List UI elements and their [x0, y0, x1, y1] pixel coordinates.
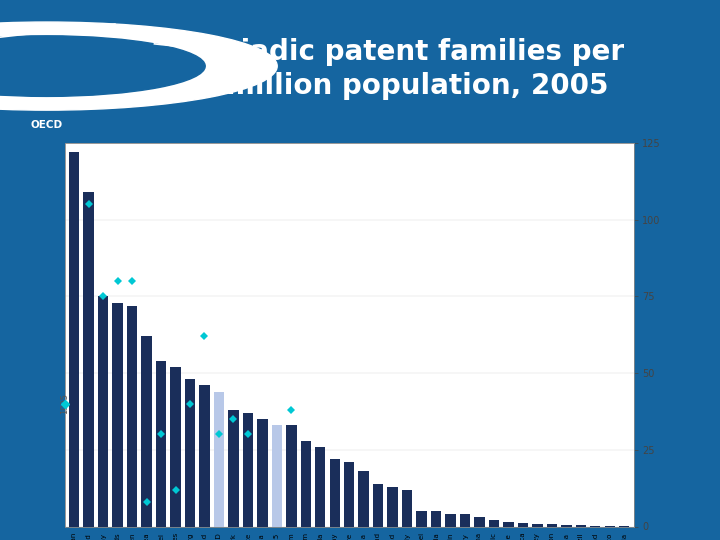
Bar — [373, 483, 383, 526]
Bar — [344, 462, 354, 526]
Bar — [69, 152, 79, 526]
Bar — [561, 525, 572, 526]
Bar — [445, 514, 456, 526]
Bar — [315, 447, 325, 526]
Bar — [300, 441, 311, 526]
Text: OECD: OECD — [31, 120, 63, 130]
Bar — [402, 490, 413, 526]
Bar — [359, 471, 369, 526]
Bar — [257, 419, 268, 526]
Bar — [474, 517, 485, 526]
Text: Triadic patent families per
million population, 2005: Triadic patent families per million popu… — [211, 38, 624, 100]
Bar — [431, 511, 441, 526]
Bar — [575, 525, 586, 526]
Bar — [590, 525, 600, 526]
Bar — [199, 386, 210, 526]
Bar — [330, 459, 340, 526]
Bar — [532, 524, 543, 526]
Bar — [185, 379, 195, 526]
Bar — [127, 306, 138, 526]
Bar — [271, 426, 282, 526]
Circle shape — [0, 22, 277, 110]
Bar — [518, 523, 528, 526]
Bar — [84, 192, 94, 526]
Text: 1995: 1995 — [60, 393, 70, 414]
Bar — [286, 426, 297, 526]
Bar — [98, 296, 109, 526]
Bar — [416, 511, 427, 526]
Circle shape — [0, 36, 205, 96]
Bar — [228, 410, 238, 526]
Bar — [387, 487, 398, 526]
Bar — [112, 302, 123, 526]
Bar — [489, 521, 499, 526]
Bar — [546, 524, 557, 526]
Bar — [460, 514, 470, 526]
Bar — [141, 336, 152, 526]
Bar — [171, 367, 181, 526]
Bar — [156, 361, 166, 526]
Bar — [214, 392, 224, 526]
Bar — [503, 522, 513, 526]
Bar — [243, 413, 253, 526]
